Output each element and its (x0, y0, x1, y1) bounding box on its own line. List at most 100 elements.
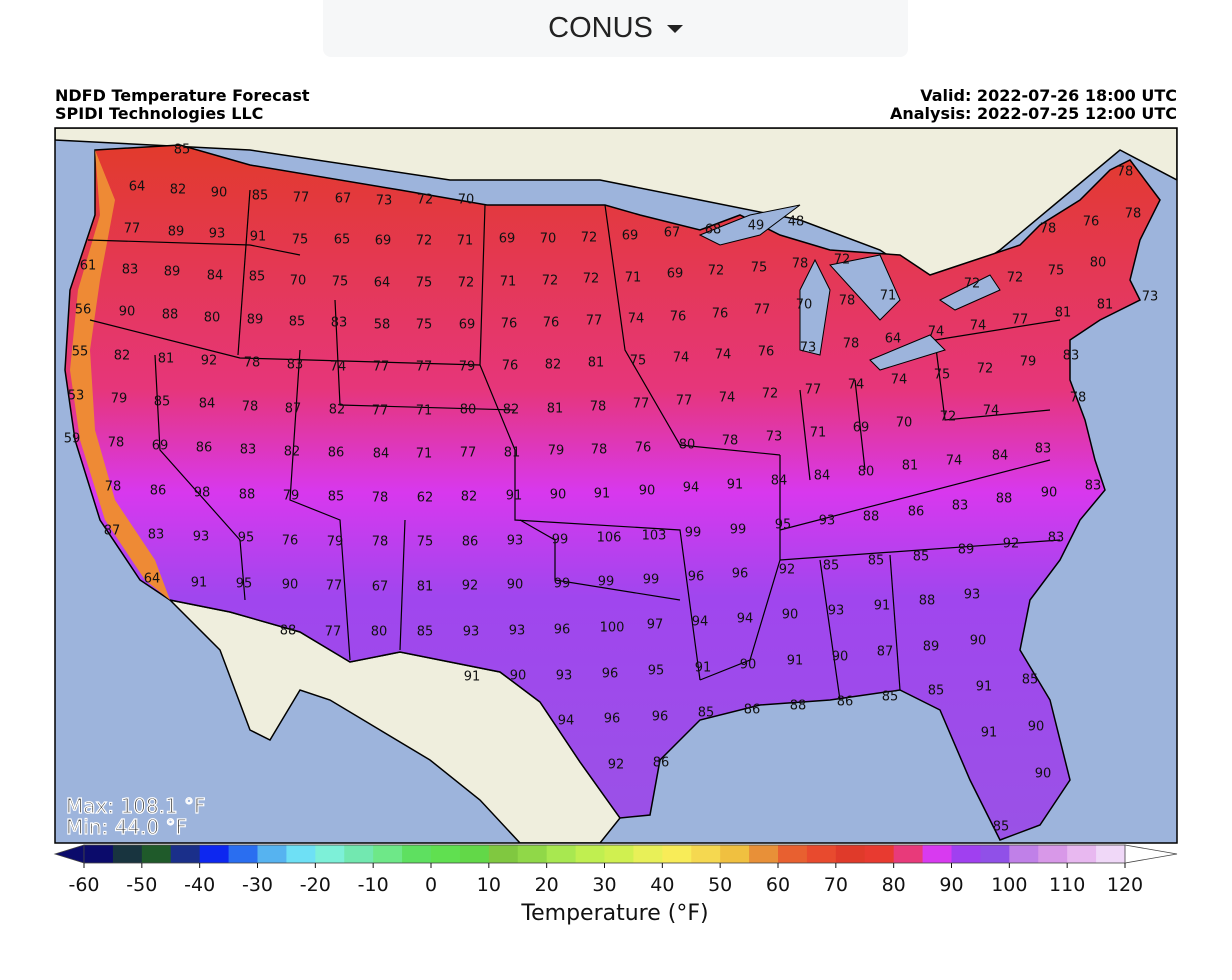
temperature-label: 85 (868, 554, 885, 569)
temperature-label: 78 (108, 436, 125, 451)
temperature-label: 89 (164, 265, 181, 280)
temperature-label: 106 (597, 531, 622, 546)
temperature-label: 64 (374, 276, 391, 291)
temperature-label: 72 (581, 231, 598, 246)
temperature-label: 96 (652, 710, 669, 725)
temperature-label: 86 (150, 484, 167, 499)
temperature-label: 93 (828, 604, 845, 619)
state-borders (87, 189, 1061, 701)
temperature-label: 70 (896, 416, 913, 431)
temperature-label: 99 (554, 577, 571, 592)
temperature-label: 85 (328, 490, 345, 505)
temperature-label: 77 (633, 397, 650, 412)
temperature-label: 94 (558, 714, 575, 729)
temperature-label: 72 (708, 264, 725, 279)
temperature-label: 80 (1090, 256, 1107, 271)
temperature-label: 83 (952, 499, 969, 514)
temperature-label: 69 (667, 267, 684, 282)
temperature-label: 85 (154, 395, 171, 410)
temperature-label: 68 (705, 223, 722, 238)
map-org: SPIDI Technologies LLC (55, 104, 263, 123)
temperature-label: 72 (417, 193, 434, 208)
temperature-label: 76 (501, 317, 518, 332)
temperature-label: 89 (247, 313, 264, 328)
temperature-label: 75 (416, 276, 433, 291)
temperature-label: 93 (193, 530, 210, 545)
temperature-label: 77 (326, 579, 343, 594)
temperature-label: 92 (201, 354, 218, 369)
temperature-label: 96 (732, 567, 749, 582)
temperature-label: 90 (119, 305, 136, 320)
temperature-label: 95 (775, 518, 792, 533)
valid-time: Valid: 2022-07-26 18:00 UTC (920, 86, 1177, 105)
temperature-label: 77 (1012, 313, 1029, 328)
temperature-label: 90 (740, 658, 757, 673)
colorbar-segment (1038, 845, 1068, 863)
temperature-label: 69 (152, 439, 169, 454)
temperature-label: 74 (719, 391, 736, 406)
temperature-label: 71 (625, 271, 642, 286)
temperature-label: 100 (600, 621, 625, 636)
dropdown-label[interactable]: CONUS (548, 12, 653, 44)
temperature-label: 78 (843, 337, 860, 352)
colorbar-tick-label: 50 (708, 874, 732, 896)
colorbar-tick-label: -30 (242, 874, 273, 896)
colorbar-segment (893, 845, 924, 863)
temperature-label: 93 (509, 624, 526, 639)
colorbar-segment (864, 845, 895, 863)
temperature-label: 96 (554, 623, 571, 638)
temperature-label: 84 (814, 469, 831, 484)
temperature-label: 91 (727, 478, 744, 493)
temperature-label: 78 (722, 434, 739, 449)
temperature-label: 71 (880, 289, 897, 304)
temperature-label: 87 (877, 645, 894, 660)
colorbar-segment (691, 845, 721, 863)
temperature-label: 74 (628, 312, 645, 327)
temperature-label: 56 (75, 303, 92, 318)
temperature-label: 91 (874, 599, 891, 614)
temperature-label: 78 (105, 480, 122, 495)
region-dropdown[interactable]: CONUS (323, 0, 908, 57)
temperature-label: 76 (543, 316, 560, 331)
colorbar-tick-label: 90 (939, 874, 963, 896)
temperature-label: 62 (417, 491, 434, 506)
temperature-label: 94 (737, 612, 754, 627)
temperature-label: 72 (964, 277, 981, 292)
temperature-label: 78 (1040, 222, 1057, 237)
temperature-label: 72 (542, 274, 559, 289)
temperature-label: 70 (458, 193, 475, 208)
temperature-label: 92 (1003, 537, 1020, 552)
colorbar-segment (980, 845, 1010, 863)
temperature-label: 73 (766, 430, 783, 445)
colorbar-segment (344, 845, 374, 863)
temperature-label: 78 (1070, 391, 1087, 406)
temperature-label: 75 (1048, 264, 1065, 279)
dropdown-caret[interactable] (666, 24, 683, 33)
temperature-label: 87 (285, 402, 302, 417)
temperature-label: 85 (289, 315, 306, 330)
temperature-label: 84 (771, 474, 788, 489)
temperature-label: 94 (683, 481, 700, 496)
temperature-label: 85 (698, 706, 715, 721)
temperature-label: 77 (372, 404, 389, 419)
colorbar-segment (778, 845, 808, 863)
temperature-label: 83 (287, 358, 304, 373)
analysis-time: Analysis: 2022-07-25 12:00 UTC (890, 104, 1177, 123)
temperature-label: 83 (331, 316, 348, 331)
temperature-label: 72 (940, 410, 957, 425)
temperature-label: 69 (459, 318, 476, 333)
colorbar: -60 -50 -40 -30 -20 -10 0 10 20 30 40 50 60 70 80 90 100… (53, 844, 1178, 896)
colorbar-segment (951, 845, 981, 863)
colorbar-segment (1067, 845, 1097, 863)
temperature-label: 70 (290, 274, 307, 289)
temperature-label: 77 (754, 303, 771, 318)
temperature-label: 91 (191, 576, 208, 591)
temperature-label: 67 (664, 226, 681, 241)
temperature-label: 77 (373, 360, 390, 375)
temperature-label: 85 (882, 690, 899, 705)
temperature-label: 69 (375, 234, 392, 249)
temperature-label: 91 (594, 487, 611, 502)
temperature-label: 82 (461, 490, 478, 505)
temperature-label: 85 (928, 684, 945, 699)
temperature-label: 70 (540, 232, 557, 247)
